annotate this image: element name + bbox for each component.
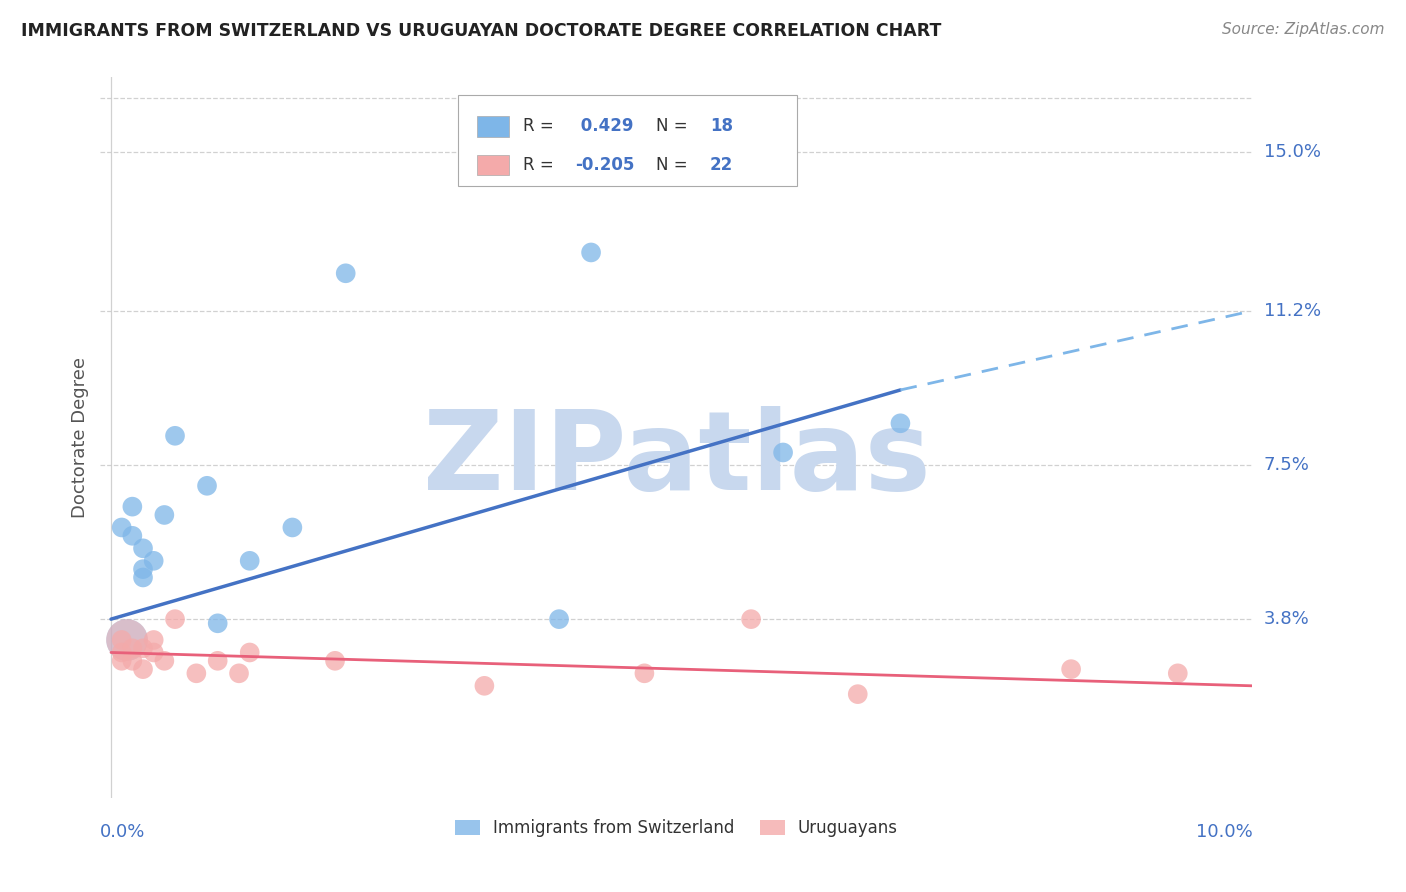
Text: Source: ZipAtlas.com: Source: ZipAtlas.com	[1222, 22, 1385, 37]
Point	[163, 429, 186, 443]
FancyBboxPatch shape	[477, 155, 509, 176]
Point	[772, 445, 794, 459]
Point	[121, 500, 143, 514]
FancyBboxPatch shape	[457, 95, 797, 186]
Point	[740, 612, 762, 626]
Text: N =: N =	[655, 118, 693, 136]
Point	[579, 245, 602, 260]
Point	[121, 654, 143, 668]
Point	[111, 654, 134, 668]
Point	[153, 654, 176, 668]
FancyBboxPatch shape	[477, 116, 509, 136]
Point	[163, 612, 186, 626]
Point	[121, 529, 143, 543]
Text: 11.2%: 11.2%	[1264, 301, 1320, 320]
Point	[633, 666, 655, 681]
Point	[323, 654, 346, 668]
Point	[132, 541, 155, 556]
Point	[142, 554, 165, 568]
Text: 22: 22	[710, 156, 733, 175]
Text: R =: R =	[523, 156, 560, 175]
Text: IMMIGRANTS FROM SWITZERLAND VS URUGUAYAN DOCTORATE DEGREE CORRELATION CHART: IMMIGRANTS FROM SWITZERLAND VS URUGUAYAN…	[21, 22, 942, 40]
Point	[474, 679, 496, 693]
Point	[132, 562, 155, 576]
Text: 0.429: 0.429	[575, 118, 634, 136]
Point	[889, 417, 911, 431]
Point	[228, 666, 250, 681]
Point	[121, 641, 143, 656]
Point	[195, 479, 218, 493]
Point	[207, 654, 229, 668]
Text: ZIPatlas: ZIPatlas	[423, 406, 931, 513]
Text: 0.0%: 0.0%	[100, 823, 146, 841]
Y-axis label: Doctorate Degree: Doctorate Degree	[72, 358, 89, 518]
Point	[548, 612, 571, 626]
Text: 3.8%: 3.8%	[1264, 610, 1309, 628]
Point	[239, 554, 262, 568]
Text: 18: 18	[710, 118, 733, 136]
Text: R =: R =	[523, 118, 560, 136]
Point	[132, 570, 155, 584]
Point	[1167, 666, 1189, 681]
Text: 15.0%: 15.0%	[1264, 144, 1320, 161]
Text: N =: N =	[655, 156, 693, 175]
Point	[111, 632, 134, 647]
Point	[132, 662, 155, 676]
Point	[115, 632, 138, 647]
Point	[132, 641, 155, 656]
Point	[142, 645, 165, 659]
Point	[335, 266, 357, 280]
Text: 10.0%: 10.0%	[1195, 823, 1253, 841]
Point	[207, 616, 229, 631]
Point	[115, 632, 138, 647]
Point	[186, 666, 208, 681]
Point	[153, 508, 176, 522]
Text: 7.5%: 7.5%	[1264, 456, 1309, 474]
Point	[239, 645, 262, 659]
Point	[111, 645, 134, 659]
Legend: Immigrants from Switzerland, Uruguayans: Immigrants from Switzerland, Uruguayans	[456, 819, 898, 837]
Text: -0.205: -0.205	[575, 156, 634, 175]
Point	[142, 632, 165, 647]
Point	[846, 687, 869, 701]
Point	[281, 520, 304, 534]
Point	[1060, 662, 1083, 676]
Point	[111, 520, 134, 534]
